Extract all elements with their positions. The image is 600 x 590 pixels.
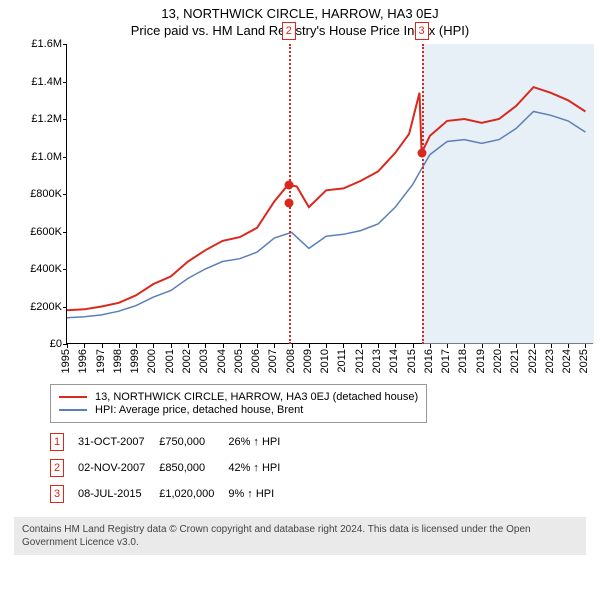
y-axis-label: £600K <box>30 226 62 238</box>
x-axis-label: 2023 <box>544 349 556 373</box>
x-axis-label: 1996 <box>77 349 89 373</box>
sale-marker-badge: 2 <box>282 22 296 40</box>
sale-number-badge: 2 <box>50 459 64 477</box>
sale-date: 02-NOV-2007 <box>78 455 159 481</box>
series-hpi <box>67 112 585 318</box>
chart-subtitle: Price paid vs. HM Land Registry's House … <box>8 23 592 38</box>
x-axis-label: 2024 <box>561 349 573 373</box>
sale-date: 08-JUL-2015 <box>78 481 159 507</box>
sale-price: £750,000 <box>159 429 228 455</box>
x-axis-label: 2007 <box>267 349 279 373</box>
sale-marker-dot <box>417 148 426 157</box>
x-axis-label: 2025 <box>578 349 590 373</box>
sale-pct: 26% ↑ HPI <box>228 429 294 455</box>
x-axis-label: 2008 <box>285 349 297 373</box>
x-axis-label: 2013 <box>371 349 383 373</box>
x-axis-label: 2012 <box>354 349 366 373</box>
x-axis-label: 2003 <box>198 349 210 373</box>
table-row: 3 08-JUL-2015£1,020,0009% ↑ HPI <box>50 481 294 507</box>
chart-title: 13, NORTHWICK CIRCLE, HARROW, HA3 0EJ <box>8 6 592 21</box>
legend-item: 13, NORTHWICK CIRCLE, HARROW, HA3 0EJ (d… <box>59 391 418 403</box>
sale-pct: 42% ↑ HPI <box>228 455 294 481</box>
legend-swatch <box>59 409 87 411</box>
x-axis-label: 2016 <box>423 349 435 373</box>
y-axis-label: £1.2M <box>31 113 62 125</box>
chart-container: 13, NORTHWICK CIRCLE, HARROW, HA3 0EJ Pr… <box>0 0 600 590</box>
x-axis-label: 1999 <box>129 349 141 373</box>
x-axis-label: 2018 <box>457 349 469 373</box>
x-axis-label: 2020 <box>492 349 504 373</box>
sale-pct: 9% ↑ HPI <box>228 481 294 507</box>
sale-price: £850,000 <box>159 455 228 481</box>
y-axis-label: £1.4M <box>31 76 62 88</box>
legend-swatch <box>59 396 87 398</box>
plot-area: 123 <box>66 44 593 344</box>
legend-item: HPI: Average price, detached house, Bren… <box>59 404 418 416</box>
x-axis-label: 2004 <box>216 349 228 373</box>
x-axis-label: 2001 <box>164 349 176 373</box>
x-axis-label: 2005 <box>233 349 245 373</box>
sale-number-badge: 1 <box>50 433 64 451</box>
sale-marker-badge: 3 <box>415 22 429 40</box>
sale-date: 31-OCT-2007 <box>78 429 159 455</box>
x-axis-label: 1995 <box>60 349 72 373</box>
x-axis-label: 2000 <box>146 349 158 373</box>
y-axis-label: £1.0M <box>31 151 62 163</box>
y-axis-label: £400K <box>30 263 62 275</box>
x-axis-label: 2015 <box>406 349 418 373</box>
legend-label: 13, NORTHWICK CIRCLE, HARROW, HA3 0EJ (d… <box>95 391 418 403</box>
x-axis-label: 2006 <box>250 349 262 373</box>
x-axis-label: 2014 <box>388 349 400 373</box>
y-axis-label: £800K <box>30 188 62 200</box>
y-axis-label: £1.6M <box>31 38 62 50</box>
sale-number-badge: 3 <box>50 485 64 503</box>
legend-label: HPI: Average price, detached house, Bren… <box>95 404 303 416</box>
table-row: 1 31-OCT-2007£750,00026% ↑ HPI <box>50 429 294 455</box>
series-property <box>67 87 585 310</box>
x-axis-label: 2022 <box>527 349 539 373</box>
x-axis-label: 2009 <box>302 349 314 373</box>
x-axis-label: 2011 <box>336 349 348 373</box>
sale-marker-line <box>422 44 424 344</box>
x-axis-label: 1998 <box>112 349 124 373</box>
x-axis-label: 2017 <box>440 349 452 373</box>
x-axis-label: 2019 <box>475 349 487 373</box>
sales-table: 1 31-OCT-2007£750,00026% ↑ HPI 2 02-NOV-200… <box>50 429 294 507</box>
y-axis-label: £200K <box>30 301 62 313</box>
x-axis-label: 2002 <box>181 349 193 373</box>
x-axis-label: 1997 <box>95 349 107 373</box>
sale-marker-line <box>289 44 291 344</box>
legend: 13, NORTHWICK CIRCLE, HARROW, HA3 0EJ (d… <box>50 384 427 423</box>
x-axis-label: 2010 <box>319 349 331 373</box>
chart-area: £0£200K£400K£600K£800K£1.0M£1.2M£1.4M£1.… <box>28 44 593 374</box>
table-row: 2 02-NOV-2007£850,00042% ↑ HPI <box>50 455 294 481</box>
x-axis-label: 2021 <box>509 349 521 373</box>
sale-price: £1,020,000 <box>159 481 228 507</box>
chart-lines <box>67 44 594 344</box>
footnote: Contains HM Land Registry data © Crown c… <box>14 517 586 555</box>
sale-marker-dot <box>284 180 293 189</box>
